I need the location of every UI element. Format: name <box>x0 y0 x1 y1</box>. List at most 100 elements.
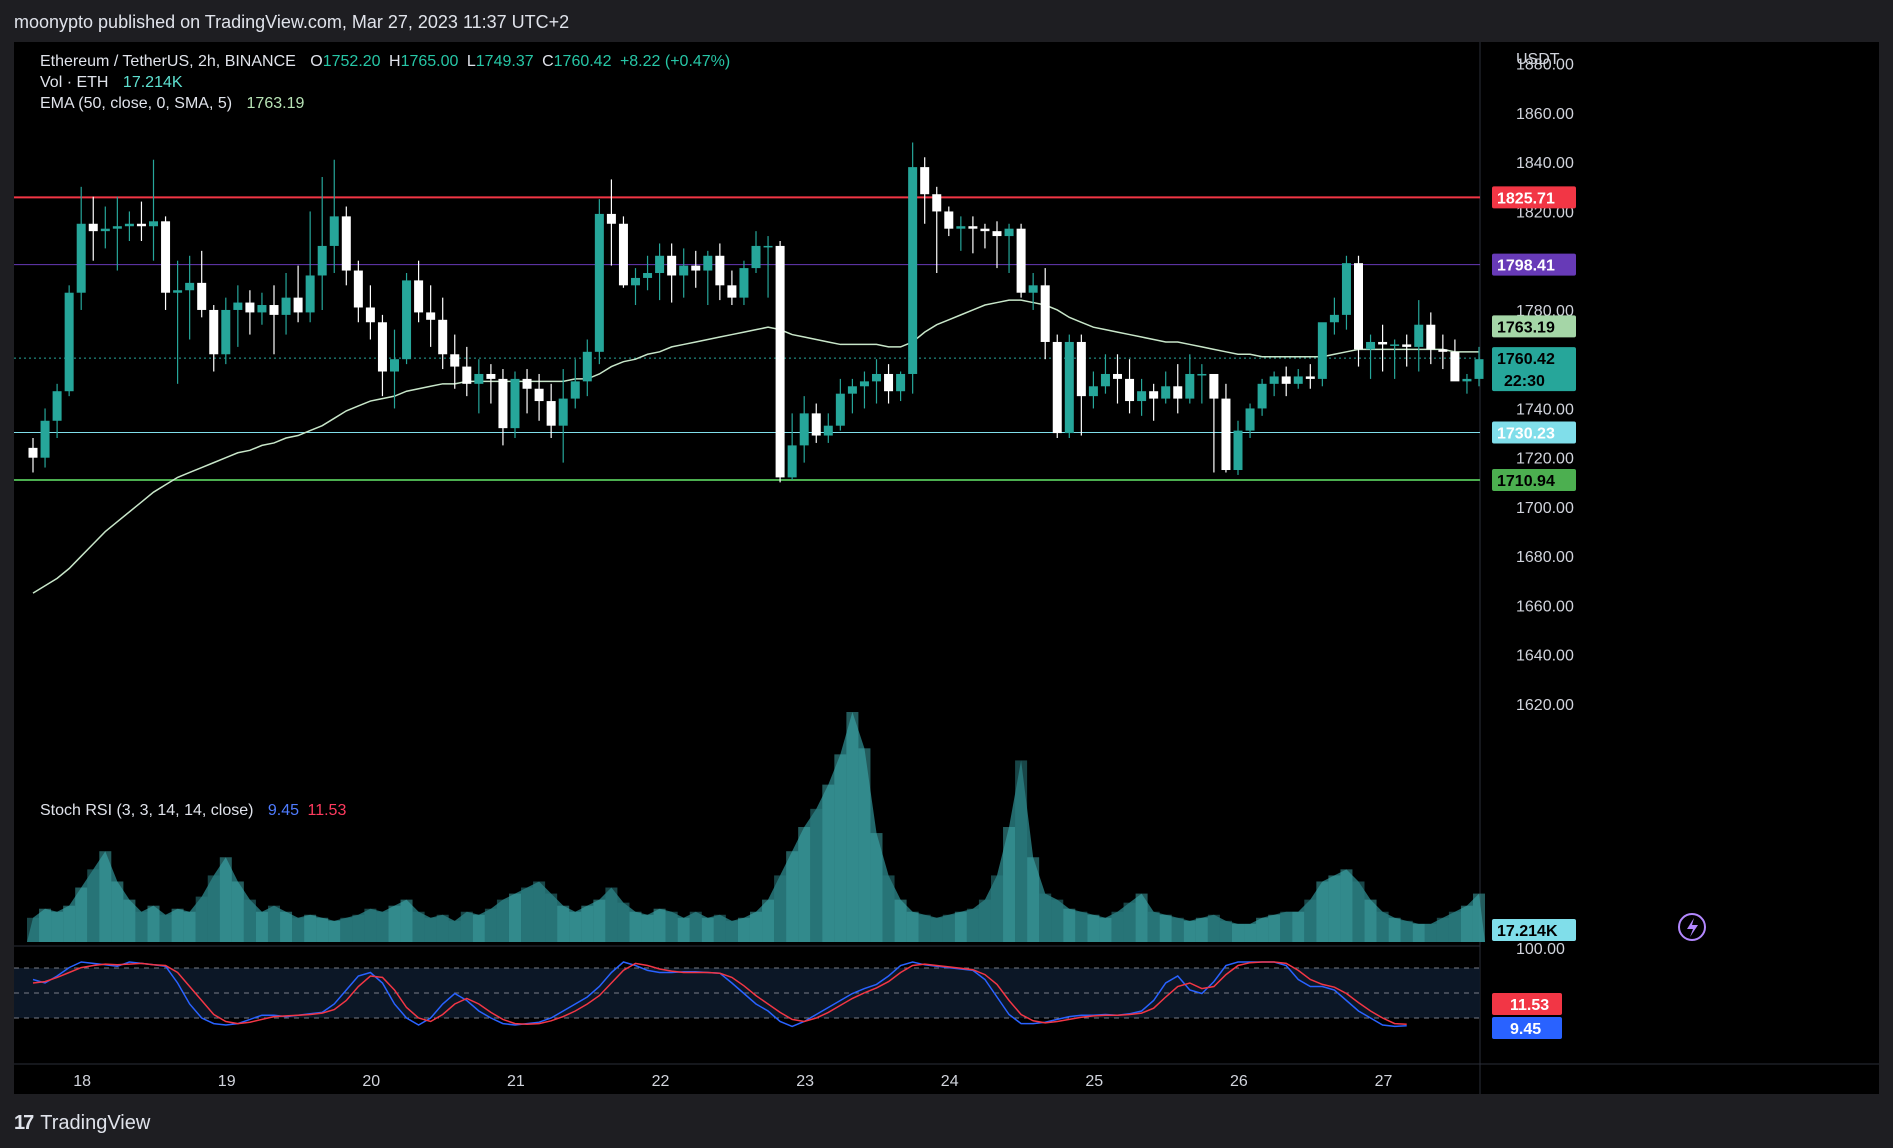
legend-close: 1760.42 <box>553 53 612 70</box>
candle-bearish <box>920 157 930 224</box>
legend-stoch-label[interactable]: Stoch RSI (3, 3, 14, 14, close) <box>40 802 254 819</box>
volume-bar <box>99 851 112 942</box>
candle-body <box>1390 344 1400 346</box>
candle-bearish <box>269 285 279 355</box>
candle-bullish <box>1341 255 1351 330</box>
level-price-text: 1825.71 <box>1497 190 1555 207</box>
candle-bearish <box>968 216 978 254</box>
volume-bar <box>701 917 714 942</box>
candle-body <box>1329 314 1339 323</box>
chart-canvas[interactable]: USDT1880.001860.001840.001820.001800.001… <box>14 42 1879 1094</box>
volume-bar <box>689 911 702 942</box>
candle-body <box>281 297 291 315</box>
candle-body <box>305 275 315 313</box>
candle-bullish <box>64 285 74 397</box>
candle-body <box>1474 359 1484 379</box>
candle-body <box>1233 430 1243 471</box>
candle-body <box>920 167 930 195</box>
volume-bar <box>629 911 642 942</box>
candle-bullish <box>76 186 86 310</box>
volume-bar <box>27 917 39 942</box>
candle-body <box>100 228 110 232</box>
candle-bullish <box>679 248 689 298</box>
volume-bar <box>653 908 666 942</box>
volume-bar <box>268 905 280 942</box>
candle-bullish <box>1245 403 1255 438</box>
candle-body <box>1414 324 1424 347</box>
candle-body <box>1281 376 1291 384</box>
legend-low: 1749.37 <box>475 53 534 70</box>
candle-bullish <box>317 176 327 310</box>
candle-bullish <box>474 359 484 414</box>
open-label: O <box>310 53 323 70</box>
candle-bullish <box>823 413 833 443</box>
volume-bar <box>51 911 64 942</box>
candle-bearish <box>426 285 436 347</box>
candle-body <box>763 245 773 248</box>
candle-body <box>1197 373 1207 376</box>
volume-bar <box>1075 911 1088 942</box>
volume-bar <box>713 914 726 942</box>
volume-bar <box>147 905 160 942</box>
candle-body <box>956 226 966 229</box>
candle-bullish <box>859 371 869 409</box>
volume-bar <box>316 917 329 942</box>
candle-body <box>522 378 532 389</box>
candle-bullish <box>52 383 62 438</box>
volume-bar <box>75 887 88 942</box>
candle-bullish <box>1088 371 1098 409</box>
volume-bar <box>123 899 136 942</box>
candle-bullish <box>1317 322 1327 387</box>
volume-bar <box>1183 920 1196 942</box>
volume-bar <box>340 917 353 942</box>
volume-tag <box>1492 919 1576 941</box>
legend-vol-label[interactable]: Vol · ETH <box>40 74 109 91</box>
tradingview-logo-icon: 17 <box>14 1112 34 1134</box>
candle-bearish <box>1209 373 1219 473</box>
volume-bar <box>641 914 654 942</box>
candle-bearish <box>715 243 725 301</box>
chart-frame[interactable]: USDT1880.001860.001840.001820.001800.001… <box>14 42 1879 1094</box>
candle-bullish <box>510 371 520 438</box>
candle-bullish <box>1257 378 1267 416</box>
volume-bar <box>1316 881 1329 942</box>
candle-bearish <box>1450 339 1460 382</box>
candle-bearish <box>691 250 701 288</box>
candle-bearish <box>618 216 628 288</box>
y-tick-label: 1680.00 <box>1516 549 1574 566</box>
volume-bar <box>111 881 124 942</box>
volume-bar <box>412 911 425 942</box>
candle-bearish <box>606 179 616 266</box>
x-tick-label: 27 <box>1375 1073 1393 1090</box>
tradingview-brand[interactable]: 17 TradingView <box>14 1112 150 1135</box>
volume-bar <box>1436 917 1449 942</box>
price-tag <box>1492 315 1576 338</box>
volume-bar <box>135 911 148 942</box>
candle-bullish <box>40 408 50 468</box>
candle-bearish <box>992 221 1002 269</box>
legend-open: 1752.20 <box>322 53 381 70</box>
x-tick-label: 22 <box>652 1073 670 1090</box>
candle-bearish <box>1052 334 1062 438</box>
legend-change: +8.22 (+0.47%) <box>619 53 731 70</box>
candle-body <box>1040 285 1050 342</box>
volume-bar <box>1424 923 1437 942</box>
candle-body <box>1185 373 1195 399</box>
candle-bearish <box>1378 324 1388 372</box>
candle-bearish <box>365 285 375 340</box>
candle-body <box>390 359 399 372</box>
legend-symbol[interactable]: Ethereum / TetherUS, 2h, BINANCE <box>40 53 296 70</box>
volume-bar <box>1087 914 1100 942</box>
candle-body <box>799 413 809 446</box>
level-price-text: 1798.41 <box>1497 258 1555 275</box>
candle-body <box>679 265 689 276</box>
legend-ema-label[interactable]: EMA (50, close, 0, SMA, 5) <box>40 95 233 112</box>
candle-bearish <box>546 383 556 438</box>
volume-bar <box>183 911 196 942</box>
legend-stoch-d: 11.53 <box>307 802 347 819</box>
volume-bar <box>243 899 256 942</box>
alert-lightning-icon <box>1678 913 1706 941</box>
candle-body <box>269 305 279 315</box>
candle-body <box>1354 263 1363 350</box>
volume-bar <box>388 905 401 942</box>
